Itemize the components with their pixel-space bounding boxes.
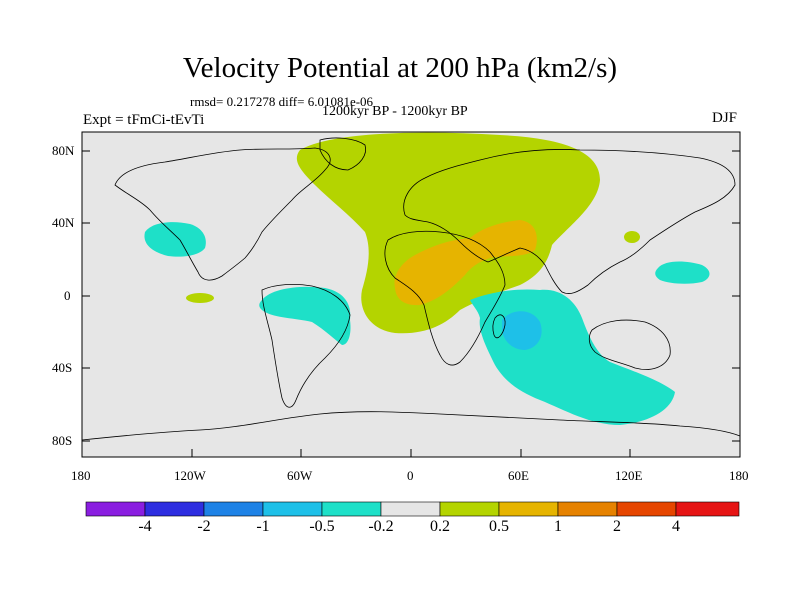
colorbar-bin-1	[85, 501, 146, 517]
colorbar-bin-11	[675, 501, 740, 517]
colorbar-label-2: -2	[197, 518, 211, 535]
coastlines	[81, 137, 741, 441]
coast-antarctica	[81, 411, 741, 441]
coast-eurasia	[403, 149, 736, 294]
colorbar-label-9: 2	[613, 518, 621, 535]
colorbar-label-6: 0.2	[430, 518, 450, 535]
coast-greenland	[319, 137, 367, 171]
lon-label-180w: 180	[71, 468, 91, 483]
period-label: 1200kyr BP - 1200kyr BP	[322, 104, 468, 119]
coast-south-america	[261, 283, 351, 408]
coast-north-america	[114, 147, 331, 281]
colorbar-label-5: -0.2	[368, 518, 394, 535]
negative-region-north-pacific	[144, 222, 206, 257]
experiment-label: Expt = tFmCi-tEvTi	[83, 112, 205, 128]
coast-australia	[588, 319, 671, 370]
lon-label-180e: 180	[729, 468, 749, 483]
negative-region-south-america	[259, 286, 351, 345]
map-title: Velocity Potential at 200 hPa (km2/s)	[182, 52, 618, 84]
positive-patch-japan	[624, 231, 640, 243]
colorbar-bin-6	[380, 501, 441, 517]
lat-label-40s: 40S	[52, 360, 73, 375]
colorbar-bin-8	[498, 501, 559, 517]
coast-africa	[384, 230, 506, 366]
colorbar-bin-5	[321, 501, 382, 517]
negative-core-madagascar	[502, 311, 542, 350]
positive-core-africa	[394, 220, 537, 306]
colorbar-label-1: -4	[138, 518, 152, 535]
lat-label-40n: 40N	[52, 215, 75, 230]
colorbar-bin-3	[203, 501, 264, 517]
colorbar-label-8: 1	[554, 518, 562, 535]
colorbar	[85, 501, 740, 517]
positive-patch-pacific	[186, 293, 214, 303]
colorbar-bin-9	[557, 501, 618, 517]
lon-label-60e: 60E	[508, 468, 529, 483]
colorbar-bin-4	[262, 501, 323, 517]
lat-label-0: 0	[64, 288, 71, 303]
rmsd-diff-stats: rmsd= 0.217278 diff= 6.01081e-06	[190, 94, 374, 109]
lat-label-80s: 80S	[52, 433, 73, 448]
lon-tick-marks	[81, 449, 741, 457]
lon-label-0: 0	[407, 468, 414, 483]
lon-label-120e: 120E	[615, 468, 643, 483]
lon-label-120w: 120W	[174, 468, 206, 483]
negative-region-west-pacific	[655, 261, 710, 284]
coast-madagascar	[492, 314, 506, 339]
lat-label-80n: 80N	[52, 143, 75, 158]
colorbar-label-4: -0.5	[309, 518, 335, 535]
colorbar-label-3: -1	[256, 518, 270, 535]
lat-tick-marks	[82, 150, 740, 442]
lon-label-60w: 60W	[287, 468, 313, 483]
colorbar-label-10: 4	[672, 518, 680, 535]
colorbar-bin-7	[439, 501, 500, 517]
colorbar-bin-10	[616, 501, 677, 517]
colorbar-bin-2	[144, 501, 205, 517]
colorbar-label-7: 0.5	[489, 518, 509, 535]
season-label: DJF	[712, 110, 738, 126]
